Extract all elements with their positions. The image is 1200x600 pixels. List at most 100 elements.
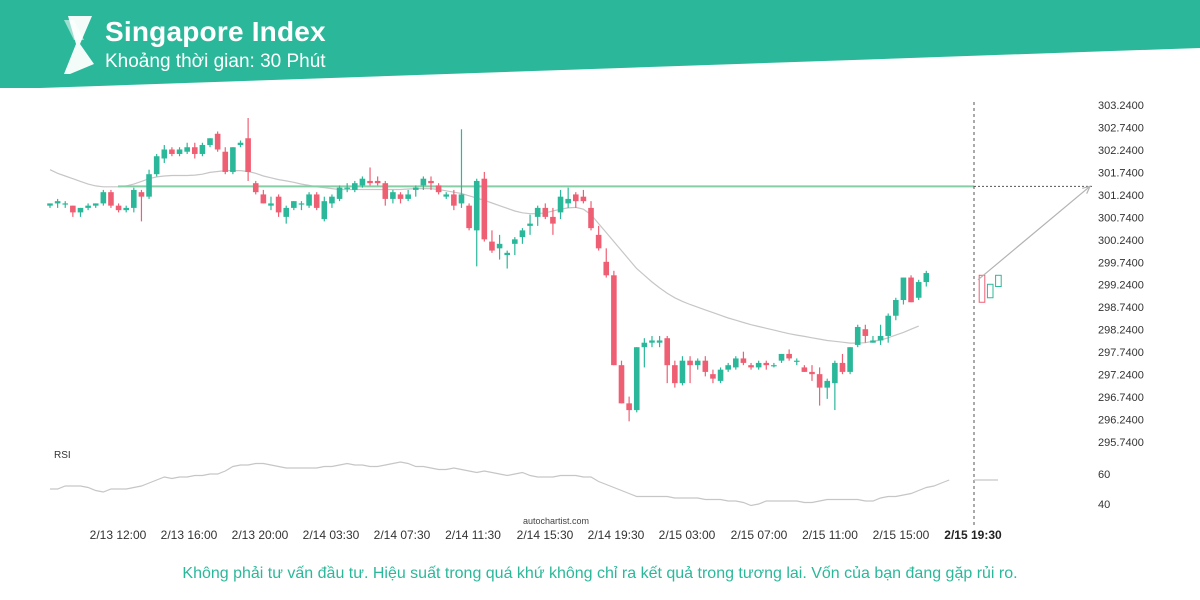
candle-body	[291, 201, 297, 208]
candle-body	[733, 358, 739, 368]
candle-body	[801, 367, 808, 372]
candle-body	[763, 362, 770, 366]
candle-body	[245, 138, 251, 172]
candle-body	[870, 340, 876, 343]
candle	[321, 196, 328, 222]
rsi-tick-label: 40	[1098, 499, 1110, 511]
candle	[504, 250, 510, 269]
rsi-line	[50, 461, 950, 507]
candle	[344, 183, 350, 193]
candle	[527, 214, 533, 235]
candle	[588, 201, 594, 231]
x-tick-label: 2/14 15:30	[517, 528, 574, 542]
candle-body	[359, 178, 366, 186]
candle-body	[740, 358, 747, 363]
candle	[801, 365, 808, 372]
candle-body	[70, 205, 76, 213]
candle	[131, 187, 137, 213]
candle-body	[374, 180, 381, 184]
candle-body	[283, 207, 290, 217]
x-tick-label-current: 2/15 19:30	[944, 528, 1002, 542]
candle-body	[572, 194, 579, 202]
candle-body	[313, 194, 320, 208]
x-tick-label: 2/15 07:00	[731, 528, 788, 542]
chart-interval: Khoảng thời gian: 30 Phút	[105, 51, 326, 72]
candle-body	[534, 207, 541, 217]
watermark-text: autochartist.com	[523, 516, 589, 526]
candle	[420, 176, 427, 190]
candle-body	[656, 340, 663, 343]
candle	[298, 201, 305, 211]
candle-body	[77, 207, 84, 213]
candle	[618, 360, 625, 404]
candle	[832, 360, 838, 411]
candle	[428, 176, 434, 190]
candle	[291, 201, 297, 211]
candle-body	[207, 138, 213, 145]
candle	[626, 396, 632, 422]
y-tick-label: 301.2400	[1098, 190, 1144, 202]
x-tick-label: 2/14 11:30	[445, 528, 501, 542]
candle	[77, 207, 84, 217]
candle-body	[862, 329, 869, 336]
projected-candle	[978, 274, 986, 303]
candle-body	[877, 335, 884, 341]
candle-body	[725, 365, 731, 370]
candle	[115, 203, 122, 213]
candle	[854, 324, 861, 348]
candle-body	[473, 180, 480, 231]
x-tick-label: 2/14 07:30	[374, 528, 431, 542]
candle	[222, 147, 229, 175]
candle	[572, 192, 579, 208]
y-tick-label: 298.2400	[1098, 325, 1144, 337]
candle	[108, 189, 114, 208]
candle	[915, 279, 922, 301]
header-background	[0, 0, 1200, 88]
candle-body	[710, 374, 716, 379]
y-tick-label: 298.7400	[1098, 302, 1144, 314]
candle-body	[527, 223, 533, 226]
candle	[862, 324, 869, 343]
candle-body	[62, 203, 69, 205]
candle-body	[702, 360, 709, 372]
candle	[763, 360, 770, 370]
candle-body	[908, 277, 914, 303]
candle-body	[397, 194, 404, 199]
x-tick-label: 2/15 03:00	[659, 528, 716, 542]
candle-body	[786, 353, 792, 359]
candle	[885, 313, 891, 343]
candle-body	[778, 353, 785, 361]
candle	[771, 362, 777, 368]
x-tick-label: 2/15 11:00	[802, 528, 858, 542]
candle	[169, 147, 175, 157]
candle-body	[755, 362, 762, 368]
candle-body	[832, 362, 838, 384]
chart-title: Singapore Index	[105, 16, 326, 47]
projection-arrowhead	[1082, 185, 1092, 194]
candle	[47, 203, 53, 208]
rsi-tick-label: 60	[1098, 469, 1110, 481]
candlestick-chart: 303.2400 302.7400 302.2400 301.7400 301.2400…	[47, 100, 1144, 542]
candle-body	[641, 342, 648, 348]
x-tick-label: 2/14 19:30	[588, 528, 645, 542]
candle	[847, 347, 853, 375]
candle-body	[321, 201, 328, 220]
candle-body	[199, 144, 206, 154]
candle	[824, 378, 831, 399]
candle	[702, 356, 709, 377]
candle-body	[816, 374, 823, 388]
candle	[740, 351, 747, 366]
y-tick-label: 296.2400	[1098, 415, 1144, 427]
candle	[778, 353, 785, 363]
candle	[710, 369, 716, 384]
candle	[679, 356, 686, 386]
candle	[199, 142, 206, 157]
candle	[473, 178, 480, 267]
candle-body	[352, 183, 358, 190]
candle-body	[603, 261, 610, 276]
candle-body	[191, 147, 198, 154]
y-tick-label: 303.2400	[1098, 100, 1144, 112]
candle	[839, 353, 846, 375]
candle-body	[161, 149, 168, 159]
candle-body	[268, 203, 274, 206]
